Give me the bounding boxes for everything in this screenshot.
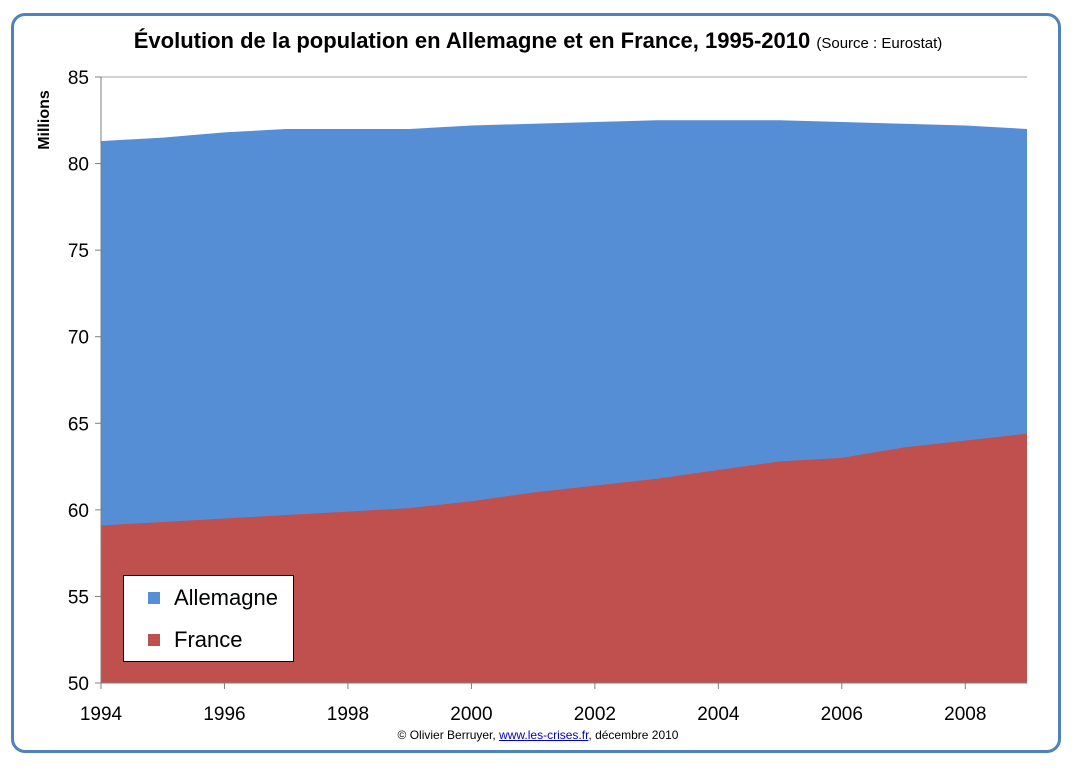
x-tick-label-1998: 1998 bbox=[327, 704, 369, 725]
legend-item-france: France bbox=[148, 627, 243, 652]
x-tick-label-2006: 2006 bbox=[821, 704, 863, 725]
chart-title-main: Évolution de la population en Allemagne … bbox=[133, 28, 811, 53]
x-tick-label-1996: 1996 bbox=[203, 704, 245, 725]
y-tick-label-50: 50 bbox=[68, 674, 89, 695]
y-tick-label-75: 75 bbox=[68, 241, 89, 262]
legend-label-allemagne: Allemagne bbox=[174, 585, 278, 610]
x-tick-label-2004: 2004 bbox=[697, 704, 740, 725]
chart-title-source: (Source : Eurostat) bbox=[816, 35, 943, 52]
y-tick-label-65: 65 bbox=[68, 414, 89, 435]
legend-item-allemagne: Allemagne bbox=[148, 585, 278, 610]
x-tick-label-2000: 2000 bbox=[450, 704, 492, 725]
y-tick-label-60: 60 bbox=[68, 501, 89, 522]
footer-prefix: © Olivier Berruyer, bbox=[397, 728, 500, 742]
chart-legend: Allemagne France bbox=[123, 575, 294, 662]
x-tick-label-2008: 2008 bbox=[944, 704, 986, 725]
legend-label-france: France bbox=[174, 627, 243, 652]
y-axis-label: Millions bbox=[36, 90, 53, 150]
x-tick-label-2002: 2002 bbox=[574, 704, 616, 725]
y-tick-label-80: 80 bbox=[68, 155, 89, 176]
footer-suffix: , décembre 2010 bbox=[588, 728, 679, 742]
legend-swatch-allemagne bbox=[148, 592, 160, 604]
y-tick-label-55: 55 bbox=[68, 587, 89, 608]
legend-swatch-france bbox=[148, 634, 160, 646]
footer-credit: © Olivier Berruyer, www.les-crises.fr, d… bbox=[0, 728, 1076, 742]
y-tick-label-85: 85 bbox=[68, 68, 89, 89]
chart-title: Évolution de la population en Allemagne … bbox=[0, 28, 1076, 54]
area-series-france bbox=[101, 433, 1027, 683]
y-tick-label-70: 70 bbox=[68, 328, 89, 349]
footer-link[interactable]: www.les-crises.fr bbox=[499, 728, 589, 742]
x-tick-label-1994: 1994 bbox=[80, 704, 123, 725]
